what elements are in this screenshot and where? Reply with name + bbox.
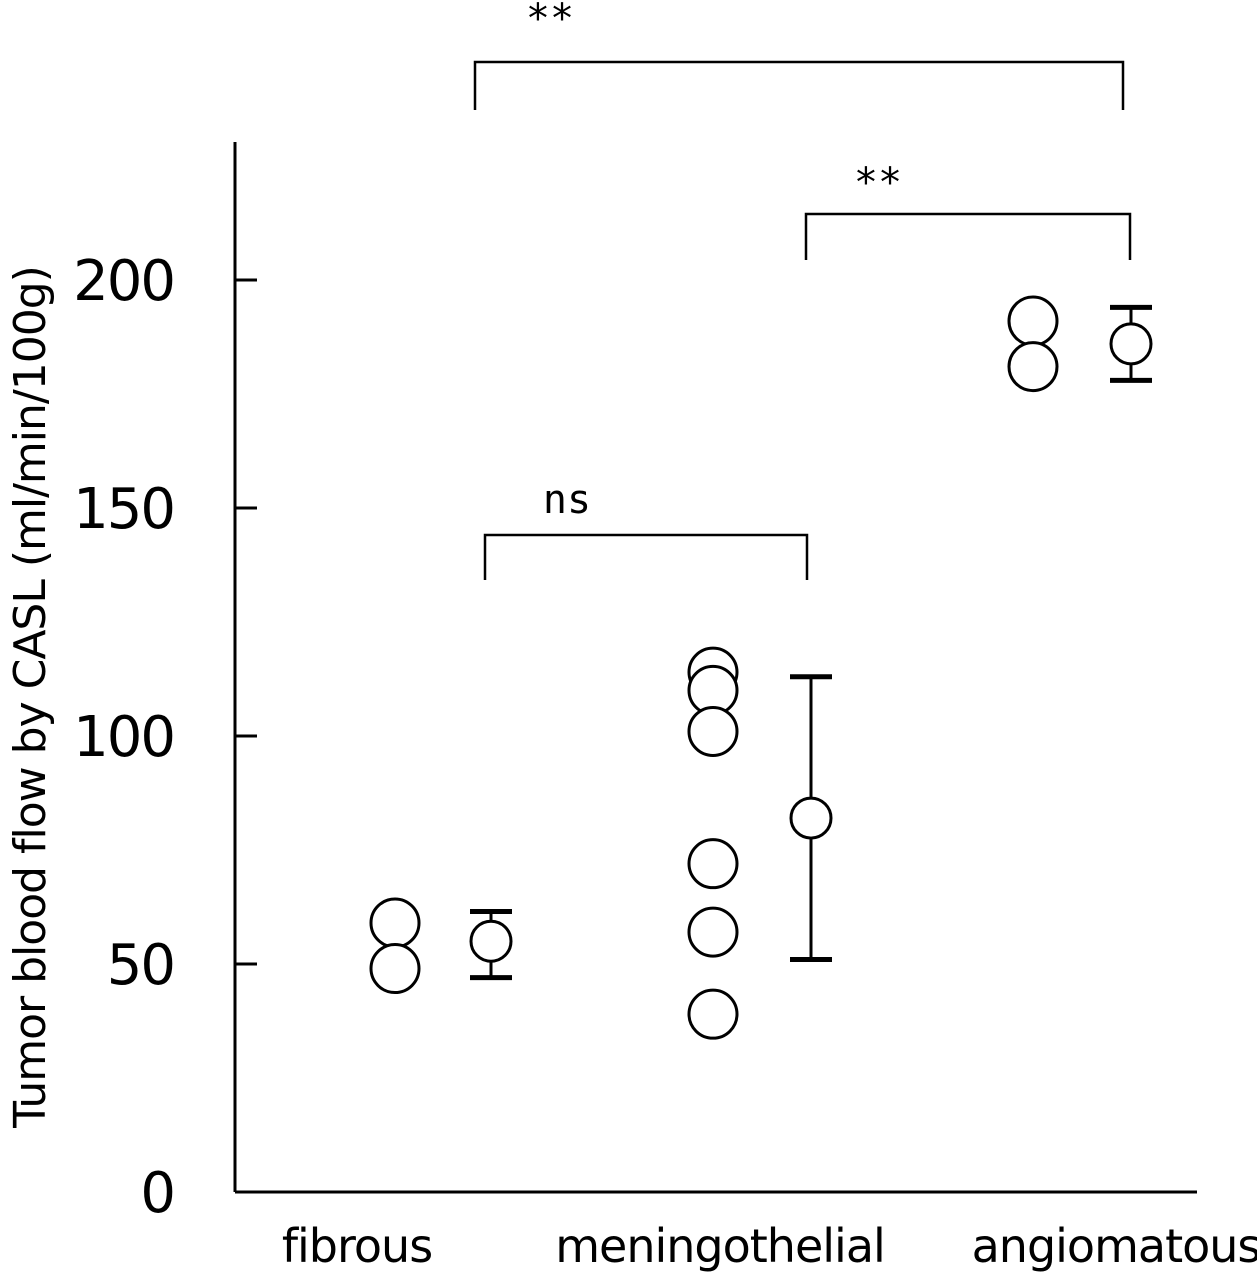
y-tick-label: 100 — [73, 705, 174, 770]
data-point — [369, 943, 421, 995]
x-category-label: fibrous — [282, 1219, 432, 1273]
mean-point — [789, 796, 833, 840]
y-ticks: 0 50 100 150 200 — [73, 249, 257, 1226]
x-category-label: meningothelial — [555, 1219, 885, 1273]
axes — [233, 142, 1197, 1194]
y-tick-label: 0 — [140, 1161, 174, 1226]
y-axis-label: Tumor blood flow by CASL (ml/min/100g) — [5, 266, 56, 1129]
significance-label: ** — [854, 160, 902, 206]
mean-point — [1109, 322, 1153, 366]
x-category-label: angiomatous — [972, 1219, 1257, 1273]
data-point — [687, 838, 739, 890]
y-tick-label: 150 — [73, 477, 174, 542]
significance-brackets: ** ** ns — [473, 0, 1132, 580]
data-marks — [369, 295, 1153, 1040]
mean-point — [469, 919, 513, 963]
significance-bracket — [804, 212, 1132, 260]
data-point — [687, 988, 739, 1040]
data-point — [369, 897, 421, 949]
x-categories: fibrous meningothelial angiomatous — [282, 1219, 1257, 1273]
y-tick-label: 200 — [73, 249, 174, 314]
significance-bracket — [473, 60, 1125, 110]
data-point — [687, 705, 739, 757]
significance-label: ns — [543, 477, 591, 523]
y-tick-label: 50 — [107, 933, 174, 998]
significance-label: ** — [526, 0, 574, 42]
data-point — [1007, 341, 1059, 393]
data-point — [1007, 295, 1059, 347]
significance-bracket — [483, 533, 809, 580]
data-point — [687, 906, 739, 958]
